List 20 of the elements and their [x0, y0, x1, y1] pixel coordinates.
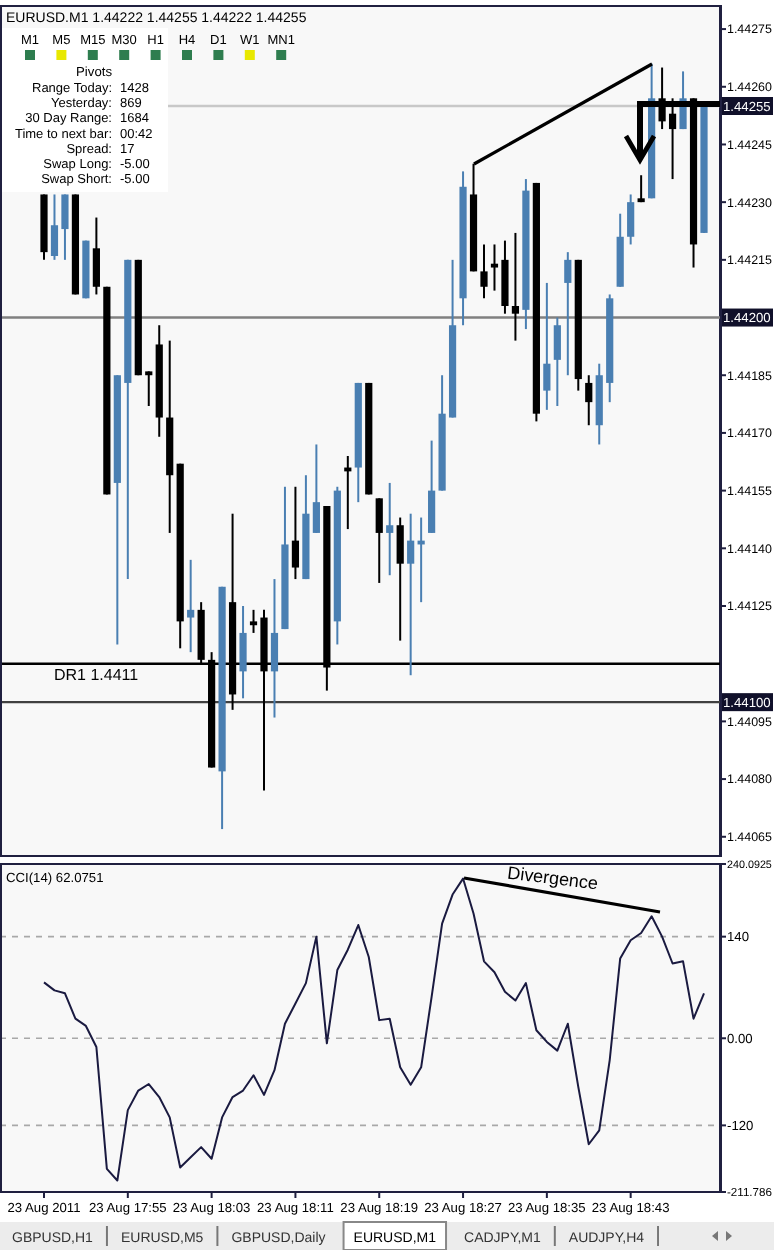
candlestick: [564, 251, 572, 377]
candlestick: [553, 316, 561, 407]
candlestick: [585, 374, 593, 427]
candlestick: [428, 439, 436, 534]
candlestick: [92, 216, 100, 296]
candlestick: [407, 512, 415, 677]
annotation: Divergence: [506, 862, 600, 894]
candlestick: [511, 231, 520, 342]
candlestick: [543, 281, 551, 411]
candlestick: [627, 193, 635, 246]
candlestick: [386, 481, 394, 577]
candlestick: [239, 605, 247, 700]
candlestick: [396, 516, 404, 642]
candlestick: [291, 485, 300, 581]
candlestick: [270, 578, 279, 719]
candlestick: [480, 243, 488, 300]
candlestick: [187, 558, 195, 654]
candlestick: [637, 174, 645, 204]
ref-line-label: DR1 1.4411: [54, 665, 140, 684]
candlestick: [375, 497, 383, 584]
